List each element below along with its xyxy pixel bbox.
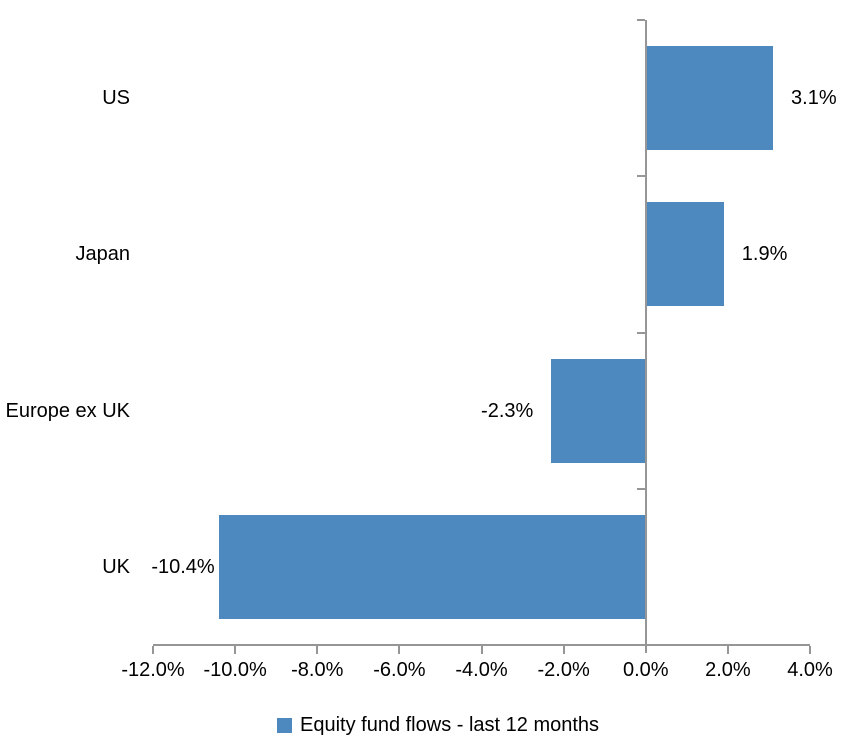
bar-uk bbox=[218, 514, 646, 619]
category-label-us: US bbox=[102, 87, 130, 110]
x-tick-label-2-0-: 2.0% bbox=[705, 659, 751, 681]
x-tick-label--10-0-: -10.0% bbox=[203, 659, 267, 681]
y-axis-tick bbox=[636, 175, 645, 178]
y-axis-tick bbox=[636, 331, 645, 334]
x-tick-label-0-0-: 0.0% bbox=[622, 659, 669, 681]
bar-europe-ex-uk bbox=[551, 358, 646, 463]
value-label-us: 3.1% bbox=[791, 87, 837, 110]
bar-us bbox=[645, 46, 774, 151]
x-axis-tick bbox=[152, 646, 154, 654]
value-label-japan: 1.9% bbox=[741, 243, 788, 266]
x-axis-tick bbox=[809, 646, 811, 654]
value-label-europe-ex-uk: -2.3% bbox=[481, 399, 534, 422]
x-tick-label--6-0-: -6.0% bbox=[373, 659, 426, 681]
x-tick-label--8-0-: -8.0% bbox=[291, 659, 344, 681]
x-tick-label--12-0-: -12.0% bbox=[121, 659, 185, 681]
category-label-japan: Japan bbox=[75, 243, 131, 266]
x-axis-line bbox=[153, 644, 810, 646]
x-axis-tick bbox=[234, 646, 237, 654]
category-label-europe-ex-uk: Europe ex UK bbox=[5, 399, 130, 422]
x-axis-tick bbox=[316, 646, 319, 654]
y-axis-line bbox=[644, 20, 647, 653]
legend-label: Equity fund flows - last 12 months bbox=[300, 714, 600, 736]
category-label-uk: UK bbox=[102, 555, 130, 578]
y-axis-tick bbox=[636, 19, 645, 21]
x-axis-tick bbox=[562, 646, 565, 654]
legend: Equity fund flows - last 12 months bbox=[277, 713, 599, 737]
x-axis-tick bbox=[726, 646, 729, 654]
x-axis-tick bbox=[480, 646, 483, 654]
value-label-uk: -10.4% bbox=[151, 555, 215, 578]
bar-japan bbox=[645, 202, 724, 307]
x-axis-tick bbox=[398, 646, 401, 654]
legend-marker bbox=[277, 717, 292, 733]
y-axis-tick bbox=[636, 487, 645, 490]
x-tick-label--4-0-: -4.0% bbox=[455, 659, 508, 681]
x-tick-label-4-0-: 4.0% bbox=[787, 659, 833, 681]
x-tick-label--2-0-: -2.0% bbox=[537, 659, 590, 681]
